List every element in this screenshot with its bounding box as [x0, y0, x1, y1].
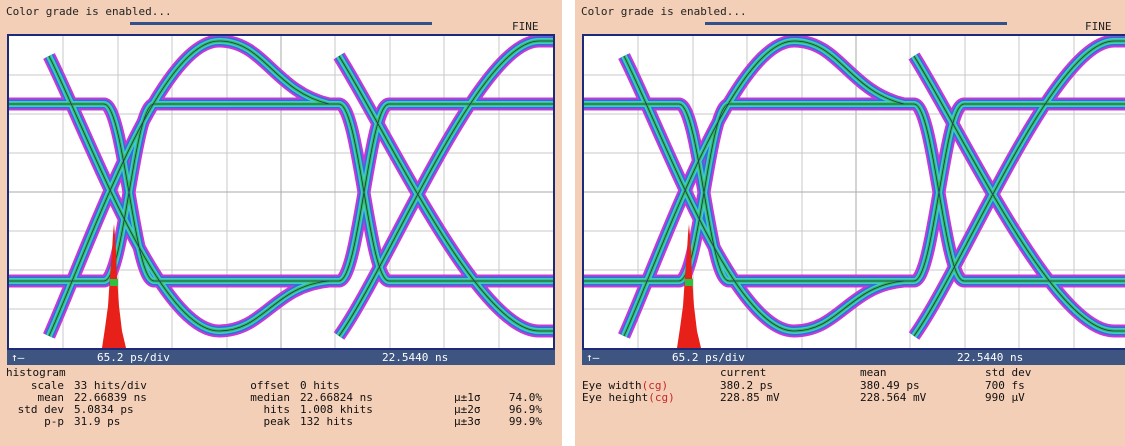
sigma1-label: μ±1σ — [454, 391, 481, 404]
eye-height-std-dev: 990 μV — [985, 391, 1025, 404]
column-header-std-dev: std dev — [985, 366, 1032, 379]
sigma3-label: μ±3σ — [454, 415, 481, 428]
eye-height-current: 228.85 mV — [720, 391, 780, 404]
eye-width-label: Eye width(cg) — [582, 379, 669, 392]
eye-diagram-display — [582, 34, 1125, 350]
cg-tag: (cg) — [641, 379, 669, 392]
eye-diagram-svg — [584, 36, 1125, 348]
eye-height-mean: 228.564 mV — [860, 391, 927, 404]
sigma2-label: μ±2σ — [454, 403, 481, 416]
eye-width-std-dev: 700 fs — [985, 379, 1025, 392]
timebase-readout: 65.2 ps/div — [672, 351, 745, 364]
column-header-mean: mean — [860, 366, 887, 379]
sigma3-value: 99.9% — [508, 415, 542, 428]
eye-traces — [584, 41, 1125, 336]
histogram-window-marker — [685, 279, 693, 286]
header-scroll-bar[interactable] — [130, 22, 432, 25]
std-dev-value: 5.0834 ps — [74, 403, 134, 416]
cg-tag: (cg) — [648, 391, 675, 404]
offset-label: offset — [250, 379, 290, 392]
hits-value: 1.008 khits — [300, 403, 373, 416]
eye-width-mean: 380.49 ps — [860, 379, 920, 392]
sigma2-value: 96.9% — [508, 403, 542, 416]
ground-reference-icon: ↑— — [11, 351, 25, 364]
left-scope-panel: Color grade is enabled... FINE — [0, 0, 562, 446]
time-position-readout: 22.5440 ns — [957, 351, 1024, 364]
header-message: Color grade is enabled... — [6, 5, 172, 18]
header-scroll-bar[interactable] — [705, 22, 1007, 25]
status-bar: ↑— 65.2 ps/div 22.5440 ns — [582, 350, 1125, 365]
std-dev-label: std dev — [17, 403, 64, 416]
sigma1-value: 74.0% — [508, 391, 542, 404]
median-label: median — [250, 391, 290, 404]
scale-label: scale — [30, 379, 64, 392]
histogram-title: histogram — [6, 366, 66, 379]
peak-label: peak — [263, 415, 291, 428]
header-message: Color grade is enabled... — [581, 5, 747, 18]
offset-value: 0 hits — [300, 379, 340, 392]
timebase-readout: 65.2 ps/div — [97, 351, 170, 364]
fine-mode-label[interactable]: FINE — [1085, 20, 1112, 33]
eye-width-current: 380.2 ps — [720, 379, 773, 392]
right-scope-panel: Color grade is enabled... FINE — [575, 0, 1125, 446]
eye-height-label: Eye height(cg) — [582, 391, 675, 404]
mean-value: 22.66839 ns — [74, 391, 147, 404]
status-bar: ↑— 65.2 ps/div 22.5440 ns — [7, 350, 555, 365]
scale-value: 33 hits/div — [74, 379, 147, 392]
p-p-label: p-p — [44, 415, 64, 428]
eye-diagram-display — [7, 34, 555, 350]
fine-mode-label[interactable]: FINE — [512, 20, 539, 33]
ground-reference-icon: ↑— — [586, 351, 600, 364]
time-position-readout: 22.5440 ns — [382, 351, 449, 364]
median-value: 22.66824 ns — [300, 391, 373, 404]
column-header-current: current — [720, 366, 767, 379]
eye-diagram-svg — [9, 36, 553, 348]
p-p-value: 31.9 ps — [74, 415, 121, 428]
histogram-window-marker — [110, 279, 118, 286]
hits-label: hits — [263, 403, 291, 416]
peak-value: 132 hits — [300, 415, 353, 428]
mean-label: mean — [37, 391, 65, 404]
